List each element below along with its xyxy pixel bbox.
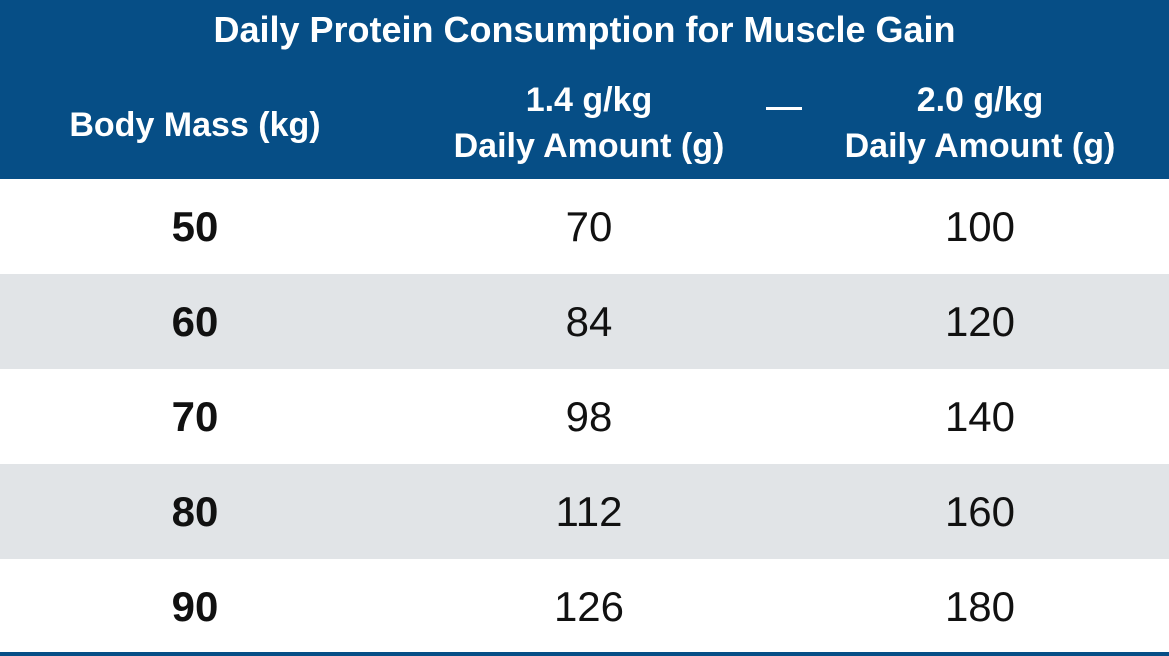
table-row: 50 70 100 xyxy=(0,179,1169,274)
range-dash xyxy=(766,107,802,110)
cell-body-mass: 50 xyxy=(171,203,219,250)
column-header-label: Daily Amount (g) xyxy=(844,127,1116,165)
cell-low-amount: 70 xyxy=(565,203,613,250)
table-row: 90 126 180 xyxy=(0,559,1169,654)
cell-high-amount: 120 xyxy=(944,298,1016,345)
cell-low-amount: 84 xyxy=(565,298,613,345)
table-title: Daily Protein Consumption for Muscle Gai… xyxy=(213,9,956,50)
column-header-high-rate: 2.0 g/kg Daily Amount (g) xyxy=(790,77,1169,169)
cell-high-amount: 180 xyxy=(944,583,1016,630)
cell-low-amount: 112 xyxy=(555,488,623,535)
table-row: 60 84 120 xyxy=(0,274,1169,369)
bottom-rule xyxy=(0,652,1169,656)
cell-body-mass: 70 xyxy=(171,393,219,440)
column-header-label: Daily Amount (g) xyxy=(453,127,725,165)
column-header-label: Body Mass (kg) xyxy=(69,106,321,144)
column-header-low-rate: 1.4 g/kg Daily Amount (g) xyxy=(400,77,778,169)
column-header-rate: 1.4 g/kg xyxy=(525,81,653,119)
cell-body-mass: 60 xyxy=(171,298,219,345)
cell-low-amount: 98 xyxy=(565,393,613,440)
table-row: 80 112 160 xyxy=(0,464,1169,559)
column-header-rate: 2.0 g/kg xyxy=(916,81,1044,119)
column-header-body-mass: Body Mass (kg) xyxy=(0,102,390,148)
cell-high-amount: 160 xyxy=(944,488,1016,535)
cell-body-mass: 90 xyxy=(171,583,219,630)
table-row: 70 98 140 xyxy=(0,369,1169,464)
cell-low-amount: 126 xyxy=(553,583,625,630)
cell-high-amount: 100 xyxy=(944,203,1016,250)
cell-high-amount: 140 xyxy=(944,393,1016,440)
table-header: Daily Protein Consumption for Muscle Gai… xyxy=(0,0,1169,179)
cell-body-mass: 80 xyxy=(171,488,219,535)
